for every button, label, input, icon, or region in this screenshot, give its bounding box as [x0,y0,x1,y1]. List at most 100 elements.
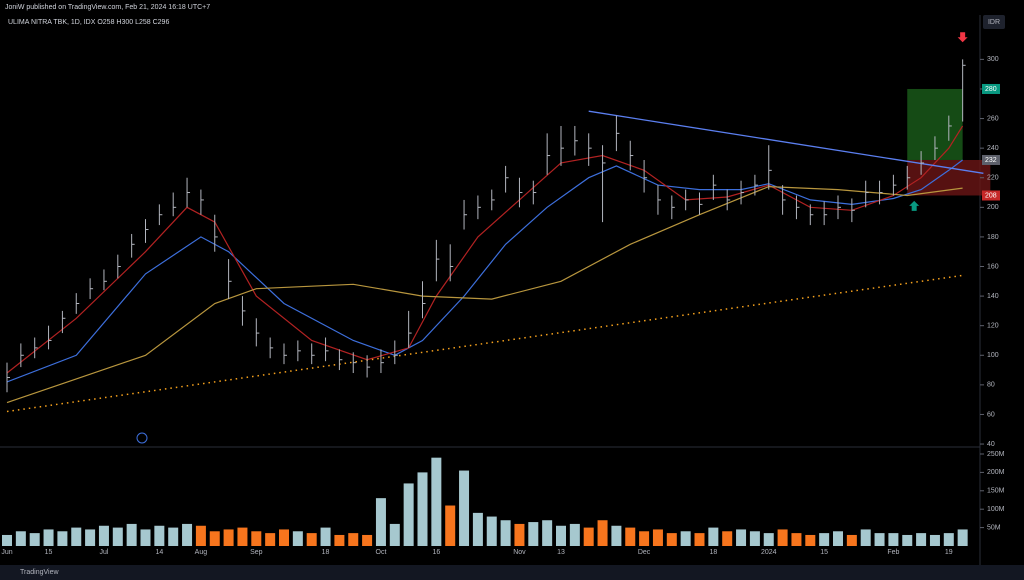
volume-bar [860,529,871,546]
volume-bar [126,523,137,546]
y-tick-label: 100 [987,352,999,359]
ma-line [6,159,963,383]
v-tick-label: 150M [987,488,1005,495]
ma-line [6,274,963,413]
y-tick-label: 80 [987,382,995,389]
y-tick-label: 60 [987,411,995,418]
currency-box [983,15,1005,29]
volume-bar [708,527,719,546]
level-box [982,190,1000,201]
y-tick-label: 300 [987,56,999,63]
y-tick-label: 200 [987,204,999,211]
volume-bar [888,533,899,546]
x-tick-label: Sep [250,549,263,556]
volume-bar [791,533,802,546]
volume-bar [445,505,456,546]
volume-bar [763,533,774,546]
volume-bar [611,525,622,546]
level-label: 232 [985,157,997,164]
volume-bar [929,534,940,546]
volume-bar [375,498,386,546]
volume-bar [556,525,566,546]
ma-line [6,185,963,404]
y-tick-label: 240 [987,145,999,152]
x-tick-label: 18 [322,549,330,556]
volume-bar [542,520,553,546]
volume-bar [916,533,927,546]
volume-bar [57,531,68,546]
v-tick-label: 100M [987,506,1005,513]
trendline [588,110,984,174]
volume-bar [625,527,636,546]
volume-bar [417,472,428,546]
volume-bar [348,533,359,546]
volume-bar [306,533,317,546]
volume-bar [112,527,123,546]
volume-bar [15,531,26,546]
volume-bar [833,531,843,546]
currency: IDR [988,19,1000,26]
volume-bar [957,529,968,546]
volume-bar [528,522,539,546]
volume-bar [362,534,373,546]
x-tick-label: 15 [820,549,828,556]
level-label: 208 [985,192,997,199]
y-tick-label: 180 [987,234,999,241]
volume-bar [805,534,816,546]
v-tick-label: 250M [987,451,1005,458]
volume-bar [639,531,650,546]
volume-bar [43,529,54,546]
level-box [982,83,1000,94]
x-tick-label: 15 [45,549,53,556]
x-tick-label: Feb [887,549,899,556]
dividend-icon [136,432,148,444]
volume-bar [500,520,511,546]
ma-line [6,125,964,374]
volume-bar [237,527,248,546]
volume-bar [223,529,234,546]
x-tick-label: 14 [155,549,163,556]
volume-bar [251,531,262,546]
symbol: ULIMA NITRA TBK, 1D, IDX O258 H300 L258 … [8,19,169,26]
volume-bar [722,531,733,546]
volume-bar [182,523,193,546]
volume-bar [749,531,760,546]
volume-bar [736,529,747,546]
x-tick-label: Dec [638,549,651,556]
volume-bar [680,531,691,546]
volume-bar [486,516,497,546]
y-tick-label: 220 [987,175,999,182]
x-tick-label: 13 [557,549,565,556]
volume-bar [874,533,885,546]
volume-bar [943,533,954,546]
volume-bar [209,531,220,546]
brand: TradingView [20,569,59,576]
volume-bar [431,457,442,546]
volume-bar [320,527,331,546]
x-tick-label: Nov [513,549,526,556]
volume-bar [846,534,857,546]
volume-bar [154,525,165,546]
volume-bar [279,529,289,546]
y-tick-label: 260 [987,115,999,122]
published: JoniW published on TradingView.com, Feb … [5,4,210,11]
y-tick-label: 140 [987,293,999,300]
y-tick-label: 160 [987,263,999,270]
volume-bar [85,529,96,546]
x-tick-label: Jul [99,549,108,556]
volume-bar [666,533,677,546]
volume-bar [583,527,594,546]
x-tick-label: Oct [376,549,387,556]
signal-arrow [957,32,968,43]
volume-bar [902,534,913,546]
volume-bar [472,512,483,546]
volume-bar [694,533,705,546]
volume-bar [29,533,40,546]
volume-bar [569,523,580,546]
volume-bar [514,523,525,546]
volume-bar [777,529,788,546]
v-tick-label: 200M [987,469,1005,476]
volume-bar [389,523,400,546]
